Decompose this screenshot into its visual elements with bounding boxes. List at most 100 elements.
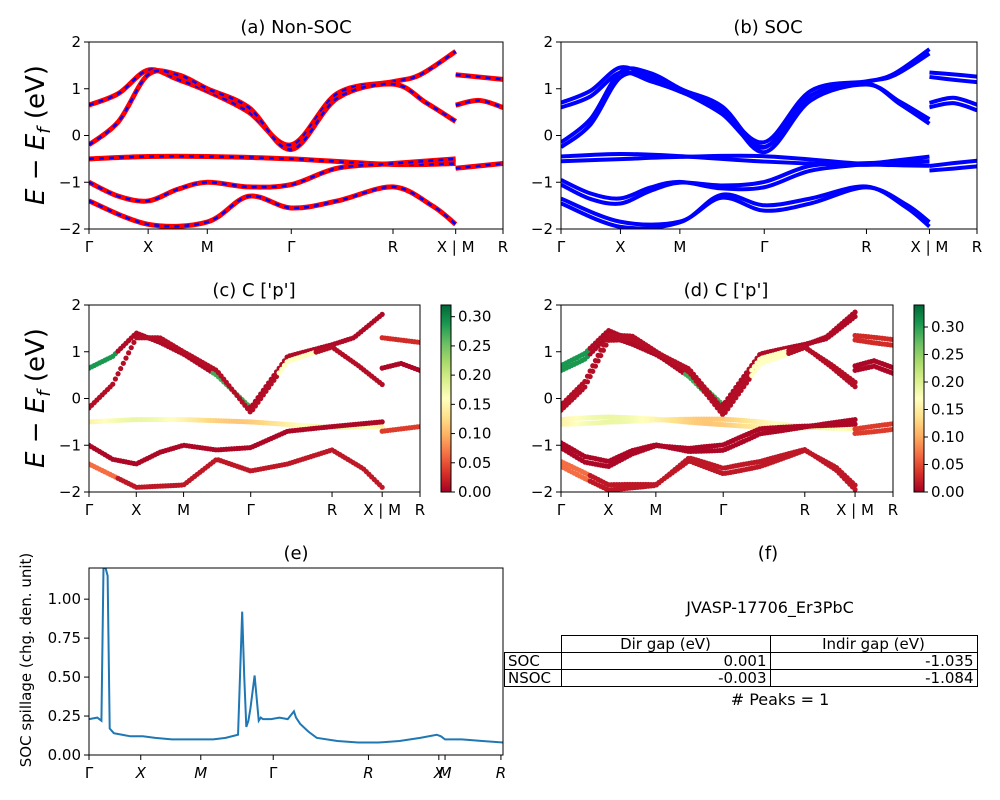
x-tick-label: M <box>673 238 686 256</box>
band-line-red <box>89 184 458 229</box>
x-tick-label: R <box>415 501 425 519</box>
title-f: (f) <box>758 543 778 564</box>
projection-point <box>754 365 760 371</box>
projection-point <box>126 350 132 356</box>
scatter-group <box>561 309 893 492</box>
title-c: (c) C ['p'] <box>212 280 295 301</box>
x-tick-label: M <box>177 501 190 519</box>
x-tick-label: R <box>363 764 373 782</box>
x-tick-label: R <box>327 501 337 519</box>
cell-soc-indir: -1.035 <box>769 652 978 670</box>
title-d: (d) C ['p'] <box>684 280 769 301</box>
x-tick-label: R <box>861 238 871 256</box>
ylabel-e: SOC spillage (chg. den. unit) <box>17 553 35 768</box>
projection-point <box>260 392 266 398</box>
projection-point <box>746 376 752 382</box>
projection-point <box>751 369 757 375</box>
projection-point <box>250 407 256 413</box>
bands-group <box>89 49 503 229</box>
y-tick-label: −2 <box>59 220 81 238</box>
x-tick-label: R <box>800 501 810 519</box>
x-tick-label: R <box>888 501 898 519</box>
y-tick-label: 0.75 <box>48 629 81 647</box>
projection-point <box>852 309 858 315</box>
cell-nsoc-indir: -1.084 <box>769 669 978 687</box>
y-tick-label: 0 <box>71 390 81 408</box>
y-tick-label: 1 <box>543 343 553 361</box>
projection-point <box>603 337 609 343</box>
projection-point <box>252 403 258 409</box>
band-line-blue-dashed <box>89 69 457 151</box>
x-tick-label: X <box>433 764 445 782</box>
colorbar-tick-label: 0.30 <box>458 308 491 326</box>
projection-point <box>725 406 731 412</box>
projection-point <box>852 379 858 385</box>
x-tick-label: X | M <box>911 238 949 256</box>
projection-point <box>379 423 385 430</box>
projection-point <box>852 384 858 390</box>
projection-point <box>258 396 264 402</box>
projection-point <box>582 378 588 385</box>
band-line-soc <box>929 101 977 113</box>
y-tick-label: −1 <box>59 173 81 191</box>
projection-point <box>268 381 274 387</box>
colorbar-tick-label: 0.05 <box>931 456 964 474</box>
y-tick-label: 2 <box>71 296 81 314</box>
colorbar <box>913 304 925 493</box>
projection-point <box>890 426 893 432</box>
band-line-soc <box>929 158 977 168</box>
projection-point <box>590 363 596 369</box>
x-tick-label: Γ <box>85 501 94 519</box>
y-tick-label: 0.50 <box>48 668 81 686</box>
title-a: (a) Non-SOC <box>240 17 351 38</box>
y-tick-label: −2 <box>531 483 553 501</box>
y-tick-label: 0 <box>543 127 553 145</box>
band-line-soc <box>928 95 977 107</box>
band-line-soc <box>929 70 977 79</box>
projection-point <box>266 384 272 391</box>
projection-point <box>741 384 747 390</box>
band-line-soc <box>561 185 931 227</box>
band-line-soc <box>561 66 931 155</box>
colorbar-tick-label: 0.20 <box>931 373 964 391</box>
y-tick-label: −2 <box>531 220 553 238</box>
colorbar-tick-label: 0.10 <box>458 425 491 443</box>
projection-point <box>273 373 280 380</box>
projection-point <box>735 391 742 397</box>
projection-point <box>417 367 420 374</box>
x-tick-label: Γ <box>85 764 94 782</box>
colorbar-tick-label: 0.15 <box>458 395 491 413</box>
x-tick-label: Γ <box>85 238 94 256</box>
band-line-soc <box>561 47 931 150</box>
y-tick-label: 1 <box>71 80 81 98</box>
table-header-row: Dir gap (eV) Indir gap (eV) <box>505 635 978 653</box>
y-tick-label: 1 <box>71 343 81 361</box>
projection-point <box>890 342 893 348</box>
projection-point <box>743 380 750 386</box>
x-tick-label: Γ <box>269 764 278 782</box>
projection-point <box>131 339 137 346</box>
colorbar <box>440 304 452 493</box>
x-tick-label: M <box>649 501 662 519</box>
y-tick-label: −2 <box>59 483 81 501</box>
y-tick-label: −1 <box>531 436 553 454</box>
band-line-blue-dashed <box>455 73 503 81</box>
header-indir-gap: Indir gap (eV) <box>769 635 978 653</box>
spillage-line <box>89 568 503 744</box>
title-b: (b) SOC <box>733 17 802 38</box>
x-tick-label: X <box>135 764 147 782</box>
ylabel-a: E − Ef (eV) <box>21 65 55 205</box>
projection-point <box>379 419 385 425</box>
y-tick-label: 1 <box>543 80 553 98</box>
projection-point <box>379 311 385 317</box>
x-tick-label: R <box>388 238 398 256</box>
title-e: (e) <box>283 543 308 564</box>
x-tick-label: X <box>131 501 141 519</box>
band-line-soc <box>929 164 977 173</box>
bands-group <box>561 47 977 229</box>
projection-point <box>738 387 744 393</box>
projection-point <box>279 366 285 372</box>
colorbar-tick-label: 0.00 <box>458 483 491 501</box>
